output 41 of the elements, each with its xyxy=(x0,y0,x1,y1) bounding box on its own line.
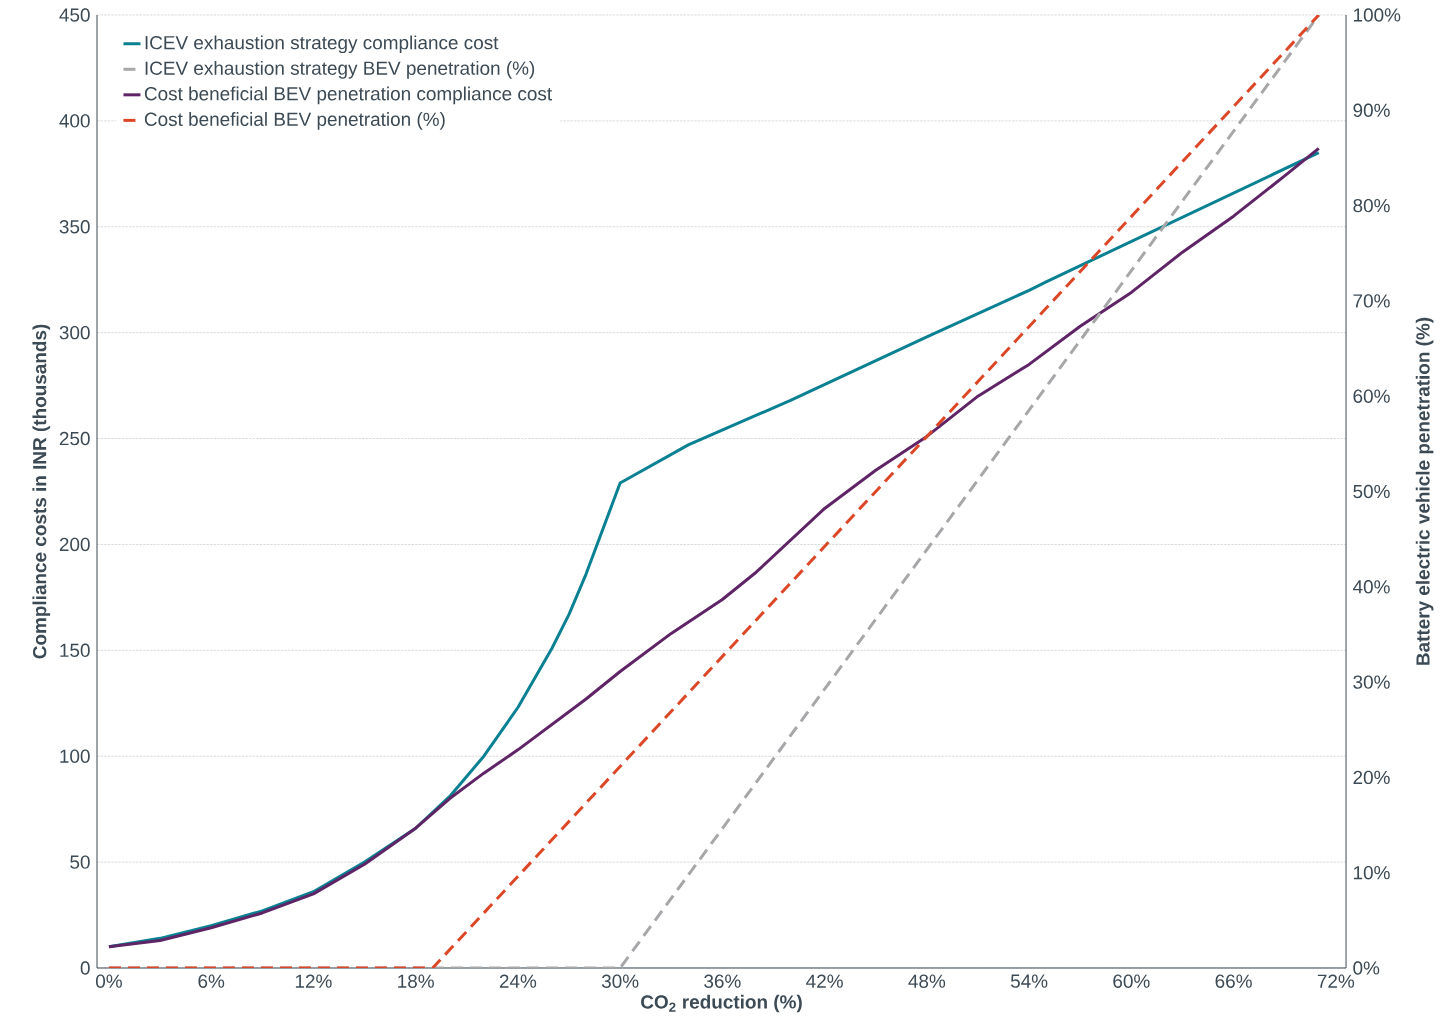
y-tick-label: 0 xyxy=(80,961,90,975)
y-tick-label: 350 xyxy=(59,220,90,234)
y-axis-title: Compliance costs in INR (thousands) xyxy=(32,324,51,659)
x-tick-label: 72% xyxy=(1317,974,1355,988)
legend-label: Cost beneficial BEV penetration (%) xyxy=(144,112,445,130)
y2-axis-title: Battery electric vehicle penetration (%) xyxy=(1415,317,1434,665)
x-tick-label: 24% xyxy=(499,974,537,988)
x-tick-label: 60% xyxy=(1113,974,1150,988)
x-tick-label: 6% xyxy=(198,974,225,988)
y-tick-label: 100 xyxy=(60,749,90,763)
y-tick-label: 450 xyxy=(59,8,90,22)
y-tick-label: 250 xyxy=(59,431,90,446)
y2-tick-label: 90% xyxy=(1353,103,1390,117)
legend-label: ICEV exhaustion strategy BEV penetration (%) xyxy=(145,61,535,79)
x-tick-label: 54% xyxy=(1010,974,1048,988)
y-tick-label: 150 xyxy=(60,643,90,658)
y2-tick-label: 10% xyxy=(1353,865,1390,880)
x-tick-label: 18% xyxy=(398,974,434,988)
x-tick-label: 30% xyxy=(601,974,639,988)
x-tick-label: 0% xyxy=(95,974,122,988)
x-tick-label: 66% xyxy=(1215,974,1252,988)
x-tick-label: 48% xyxy=(908,974,946,988)
y2-tick-label: 20% xyxy=(1353,770,1390,785)
x-tick-label: 36% xyxy=(704,974,741,988)
legend-label: ICEV exhaustion strategy compliance cost xyxy=(145,35,499,54)
x-tick-label: 12% xyxy=(295,974,332,988)
y2-tick-label: 80% xyxy=(1353,198,1390,213)
y2-tick-label: 0% xyxy=(1353,961,1380,975)
x-axis-title: CO$_{2}$ reduction (%) xyxy=(641,994,802,1013)
x-tick-label: 42% xyxy=(806,974,843,988)
y-tick-label: 200 xyxy=(59,537,90,552)
legend-label: Cost beneficial BEV penetration compliance cost xyxy=(144,86,552,105)
y-tick-label: 50 xyxy=(70,855,90,869)
y2-tick-label: 50% xyxy=(1353,484,1390,499)
y2-tick-label: 100% xyxy=(1353,8,1401,22)
y2-tick-label: 70% xyxy=(1353,294,1390,308)
y2-tick-label: 30% xyxy=(1353,675,1390,689)
y-tick-label: 400 xyxy=(59,114,90,128)
y2-tick-label: 40% xyxy=(1352,580,1390,594)
y-tick-label: 300 xyxy=(59,325,90,340)
y2-tick-label: 60% xyxy=(1353,389,1390,403)
